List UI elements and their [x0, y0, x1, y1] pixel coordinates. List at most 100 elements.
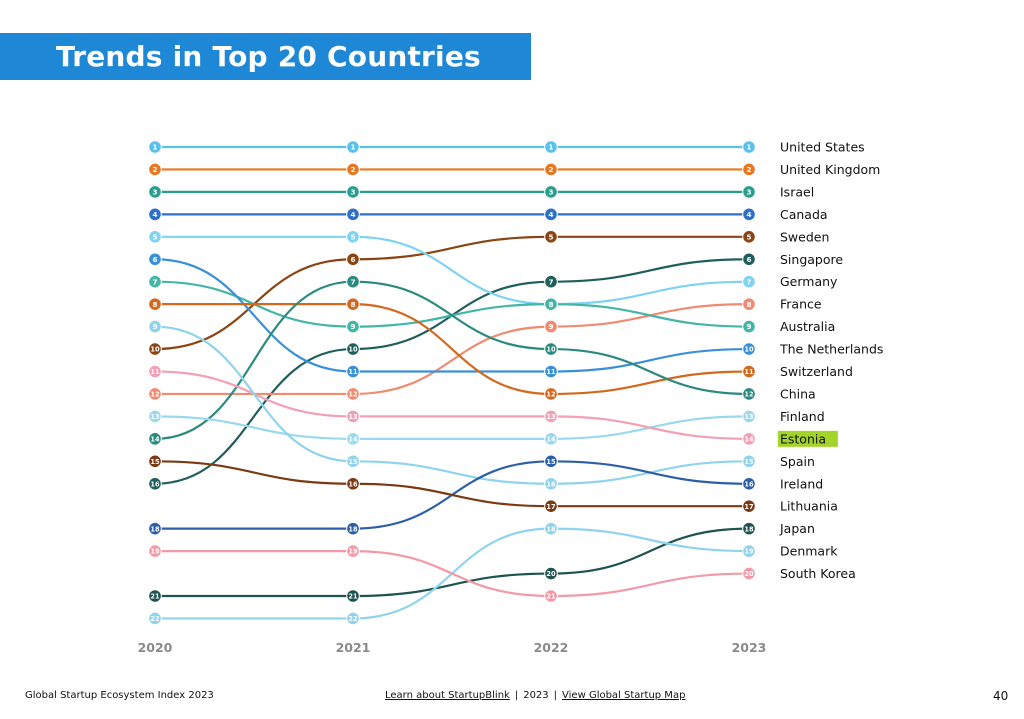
- rank-marker-united-states-2020: 1: [148, 140, 162, 154]
- rank-number: 7: [548, 277, 553, 286]
- rank-marker-israel-2023: 3: [742, 185, 756, 199]
- rank-number: 2: [548, 165, 553, 174]
- rank-number: 10: [744, 346, 754, 354]
- learn-about-link[interactable]: Learn about StartupBlink: [385, 690, 510, 701]
- rank-marker-canada-2020: 4: [148, 207, 162, 222]
- rank-number: 18: [744, 525, 754, 533]
- country-label-israel: Israel: [780, 184, 814, 199]
- rank-marker-germany-2021: 5: [346, 230, 360, 244]
- rank-marker-finland-2022: 14: [544, 432, 558, 446]
- country-label-united-kingdom: United Kingdom: [780, 162, 880, 177]
- rank-number: 5: [746, 232, 751, 241]
- rank-number: 8: [350, 300, 355, 309]
- rank-number: 11: [744, 368, 754, 376]
- series-line-australia: [154, 280, 750, 328]
- rank-marker-china-2023: 12: [742, 387, 756, 401]
- rank-marker-the-netherlands-2022: 11: [544, 364, 558, 379]
- rank-marker-switzerland-2021: 8: [346, 297, 360, 311]
- label-highlight: [778, 430, 838, 447]
- rank-number: 11: [150, 368, 160, 376]
- country-label-france: France: [780, 297, 822, 312]
- rank-number: 11: [546, 368, 556, 376]
- rank-marker-united-kingdom-2021: 2: [346, 162, 360, 177]
- rank-marker-south-korea-2023: 20: [742, 566, 756, 581]
- rank-marker-singapore-2023: 6: [742, 252, 756, 267]
- rank-marker-united-states-2021: 1: [346, 140, 360, 154]
- rank-number: 13: [150, 413, 160, 421]
- country-label-united-states: United States: [780, 140, 865, 155]
- rank-marker-united-kingdom-2022: 2: [544, 162, 558, 177]
- rank-marker-singapore-2022: 7: [544, 274, 558, 289]
- rank-number: 3: [350, 188, 355, 197]
- country-label-canada: Canada: [780, 207, 828, 222]
- rank-number: 16: [744, 480, 754, 488]
- rank-marker-lithuania-2020: 15: [148, 454, 162, 469]
- rank-marker-australia-2021: 9: [346, 319, 360, 334]
- rank-marker-china-2021: 7: [346, 274, 360, 289]
- rank-number: 9: [746, 322, 751, 331]
- rank-number: 1: [350, 143, 355, 152]
- rank-marker-finland-2023: 13: [742, 409, 756, 424]
- rank-marker-ireland-2020: 18: [148, 521, 162, 536]
- rank-number: 14: [150, 435, 160, 443]
- rank-marker-estonia-2023: 14: [742, 432, 756, 446]
- rank-number: 2: [152, 165, 157, 174]
- rank-marker-lithuania-2021: 16: [346, 476, 360, 491]
- series-line-finland: [154, 415, 750, 440]
- rank-number: 11: [348, 368, 358, 376]
- series-line-the-netherlands: [154, 258, 750, 373]
- rank-marker-japan-2020: 21: [148, 589, 162, 603]
- rank-number: 4: [548, 210, 553, 219]
- rank-number: 12: [150, 391, 160, 399]
- series-line-south-korea: [155, 550, 750, 598]
- rank-marker-united-kingdom-2020: 2: [148, 162, 162, 177]
- rank-marker-denmark-2021: 22: [346, 611, 360, 626]
- rank-marker-canada-2021: 4: [346, 207, 360, 222]
- rank-marker-spain-2023: 15: [742, 454, 756, 469]
- rank-marker-switzerland-2020: 8: [148, 297, 162, 311]
- rank-marker-united-states-2022: 1: [544, 140, 558, 154]
- series-line-france: [154, 303, 750, 396]
- rank-number: 15: [348, 458, 358, 466]
- footer-year: 2023: [523, 690, 549, 701]
- rank-number: 16: [546, 480, 556, 488]
- rank-marker-south-korea-2020: 19: [148, 544, 162, 558]
- series-line-lithuania: [154, 460, 749, 508]
- rank-number: 22: [150, 615, 160, 623]
- rank-number: 9: [152, 322, 157, 331]
- rank-marker-estonia-2020: 11: [148, 364, 162, 379]
- rank-number: 16: [348, 480, 358, 488]
- rank-number: 8: [152, 300, 157, 309]
- rank-number: 21: [150, 593, 160, 601]
- rank-number: 20: [546, 570, 556, 578]
- rank-marker-sweden-2020: 10: [148, 342, 162, 356]
- rank-marker-finland-2021: 14: [346, 432, 360, 446]
- rank-marker-singapore-2021: 10: [346, 342, 360, 356]
- footer-separator: |: [553, 690, 558, 701]
- footer-index-name: Global Startup Ecosystem Index 2023: [25, 690, 214, 701]
- rank-marker-finland-2020: 13: [148, 409, 162, 424]
- rank-marker-france-2020: 12: [148, 387, 162, 401]
- rank-number: 6: [350, 255, 355, 264]
- country-labels: United States United Kingdom Israel Canada S…: [778, 140, 883, 581]
- country-label-china: China: [780, 386, 816, 401]
- country-label-lithuania: Lithuania: [780, 499, 838, 514]
- rank-marker-united-kingdom-2023: 2: [742, 162, 756, 177]
- rank-marker-sweden-2023: 5: [742, 230, 756, 244]
- rank-marker-ireland-2021: 18: [346, 521, 360, 536]
- rank-marker-australia-2022: 8: [544, 297, 558, 311]
- rank-number: 2: [746, 165, 751, 174]
- rank-number: 21: [546, 593, 556, 601]
- rank-marker-singapore-2020: 16: [148, 476, 162, 491]
- rank-number: 18: [348, 525, 358, 533]
- rank-marker-israel-2020: 3: [148, 185, 162, 199]
- view-map-link[interactable]: View Global Startup Map: [562, 690, 686, 701]
- footer-links: Learn about StartupBlink | 2023 | View Globa…: [385, 690, 685, 701]
- x-tick-label-2022: 2022: [534, 640, 569, 655]
- rank-number: 5: [548, 232, 553, 241]
- rank-marker-spain-2022: 16: [544, 476, 558, 491]
- country-label-singapore: Singapore: [780, 252, 843, 267]
- series-line-estonia: [154, 370, 750, 440]
- rank-marker-south-korea-2021: 19: [346, 544, 360, 558]
- rank-marker-france-2021: 12: [346, 387, 360, 401]
